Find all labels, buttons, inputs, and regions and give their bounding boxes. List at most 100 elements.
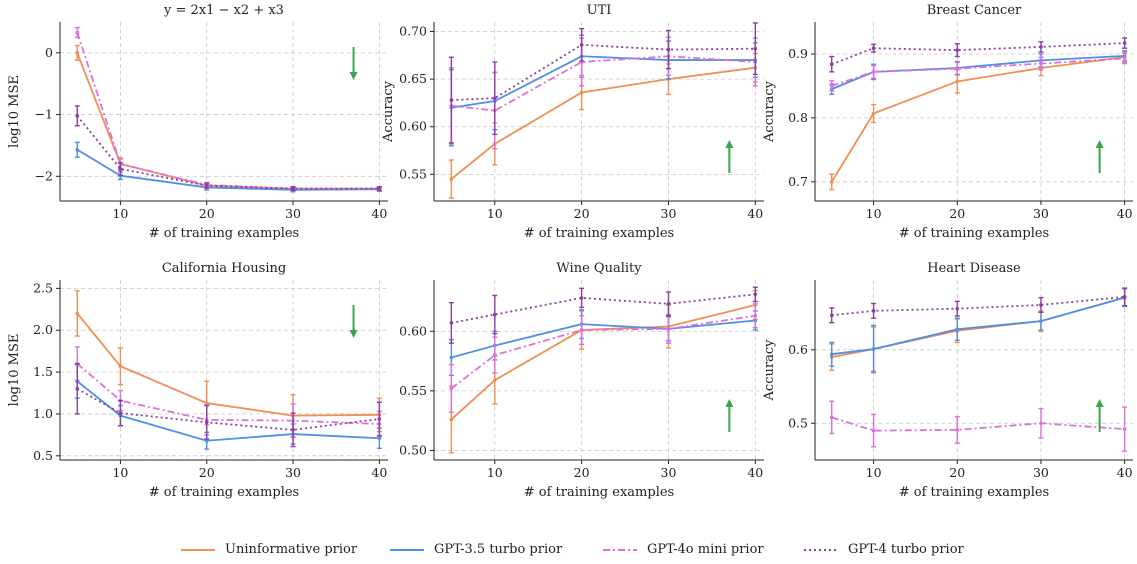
chart-title: UTI (587, 3, 612, 18)
series-line-gpt4-turbo (831, 42, 1125, 66)
x-tick-label: 20 (949, 206, 965, 221)
data-point (871, 309, 876, 313)
series-line-gpt4-turbo (76, 388, 380, 431)
data-point (492, 353, 497, 357)
legend-swatch-gpt4o-mini (603, 548, 637, 551)
series-line-gpt4o-mini (451, 55, 756, 112)
chart-title: Breast Cancer (927, 3, 1022, 18)
arrow-head (725, 140, 734, 148)
x-tick-label: 30 (661, 465, 677, 480)
data-point (75, 387, 80, 391)
y-tick-label: 2.0 (33, 322, 53, 337)
data-point (492, 312, 497, 317)
y-tick-label: 1.0 (33, 406, 53, 421)
data-point (829, 352, 834, 357)
data-point (204, 183, 209, 188)
data-point (829, 62, 834, 66)
x-axis-label: # of training examples (149, 485, 299, 500)
series-gpt4-turbo (829, 287, 1128, 324)
y-tick-label: −1 (35, 107, 53, 122)
x-tick-label: 30 (1033, 465, 1049, 480)
data-point (75, 114, 80, 118)
arrow-head (349, 330, 358, 338)
y-tick-label: −2 (35, 168, 53, 183)
series-gpt4o-mini (829, 400, 1128, 452)
data-point (666, 302, 671, 306)
data-point (871, 111, 876, 116)
x-tick-label: 20 (574, 465, 590, 480)
data-point (1122, 56, 1127, 61)
x-tick-label: 30 (285, 465, 301, 480)
x-tick-label: 20 (199, 206, 215, 221)
data-point (118, 167, 123, 171)
x-tick-label: 10 (487, 465, 503, 480)
legend-label: GPT-4o mini prior (647, 542, 764, 557)
y-tick-label: 0.6 (788, 342, 808, 357)
series-gpt4-turbo (74, 363, 382, 448)
x-tick-label: 40 (747, 206, 763, 221)
legend-swatch-uninformative (181, 548, 215, 551)
x-axis-label: # of training examples (899, 485, 1049, 500)
data-point (377, 417, 382, 421)
y-tick-label: 2.5 (33, 280, 53, 295)
y-tick-label: 0.9 (788, 46, 808, 61)
data-point (829, 313, 834, 318)
series-gpt4-turbo (448, 22, 758, 144)
data-point (204, 438, 209, 443)
y-axis-label: log10 MSE (7, 75, 22, 148)
figure-grid: 10 20 30 40 0 −1 −2 y = 2x1 − x2 + x3 # of train… (7, 3, 1133, 500)
data-point (449, 98, 454, 102)
x-tick-label: 40 (747, 465, 763, 480)
data-point (377, 186, 382, 191)
data-point (753, 313, 758, 318)
data-point (829, 84, 834, 88)
data-point (829, 415, 834, 420)
legend-swatch-gpt35 (390, 548, 424, 551)
legend-item-gpt35: GPT-3.5 turbo prior (390, 542, 562, 557)
data-point (1122, 427, 1127, 431)
series-line-gpt4-turbo (76, 115, 380, 190)
series-gpt4-turbo (829, 37, 1128, 73)
legend-swatch-gpt4-turbo (804, 548, 838, 551)
data-point (753, 292, 758, 297)
data-point (75, 51, 80, 55)
x-tick-label: 10 (112, 206, 128, 221)
data-point (579, 43, 584, 47)
data-point (449, 321, 454, 325)
data-point (871, 46, 876, 51)
data-point (579, 328, 584, 332)
data-point (75, 147, 80, 152)
x-tick-label: 40 (1117, 465, 1133, 480)
series-line-gpt4-turbo (451, 293, 756, 324)
y-axis-label: Accuracy (381, 80, 396, 143)
y-tick-label: 0.60 (399, 119, 427, 134)
data-point (1039, 303, 1043, 307)
data-point (449, 417, 454, 422)
legend-item-gpt4-turbo: GPT-4 turbo prior (804, 542, 964, 557)
x-tick-label: 40 (371, 465, 387, 480)
y-axis-label: Accuracy (762, 80, 777, 143)
data-point (118, 364, 123, 369)
data-point (666, 327, 671, 331)
legend-label: GPT-4 turbo prior (848, 542, 964, 557)
data-point (829, 180, 834, 184)
data-point (955, 327, 960, 332)
series-line-gpt4o-mini (831, 416, 1125, 432)
arrow-down-icon (349, 305, 358, 338)
y-tick-label: 0.5 (33, 448, 53, 463)
arrow-up-icon (725, 140, 734, 173)
arrow-head (349, 72, 358, 80)
data-point (871, 347, 876, 351)
chart-title: Heart Disease (927, 261, 1021, 276)
data-point (291, 428, 295, 432)
legend-label: Uninformative prior (225, 542, 358, 557)
series-line-gpt35 (451, 319, 756, 359)
data-point (955, 79, 960, 84)
data-point (579, 90, 584, 95)
x-axis-label: # of training examples (149, 226, 299, 241)
arrow-head (1095, 399, 1104, 407)
data-point (377, 436, 382, 441)
legend-item-gpt4o-mini: GPT-4o mini prior (603, 542, 764, 557)
data-point (1122, 41, 1127, 45)
x-axis-label: # of training examples (899, 226, 1049, 241)
